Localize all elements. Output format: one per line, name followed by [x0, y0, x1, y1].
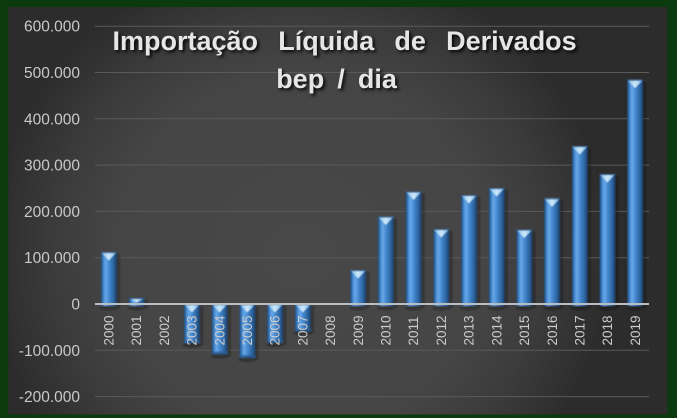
svg-text:2009: 2009 — [351, 315, 366, 345]
svg-text:2010: 2010 — [379, 315, 394, 345]
svg-text:2018: 2018 — [600, 315, 615, 345]
svg-text:2007: 2007 — [295, 315, 310, 345]
svg-text:200.000: 200.000 — [24, 204, 80, 221]
svg-text:2008: 2008 — [323, 315, 338, 345]
svg-text:2006: 2006 — [268, 315, 283, 345]
svg-text:2011: 2011 — [406, 316, 421, 345]
svg-text:-200.000: -200.000 — [19, 389, 81, 406]
svg-text:500.000: 500.000 — [24, 65, 80, 82]
svg-text:2004: 2004 — [212, 315, 227, 346]
svg-text:2013: 2013 — [462, 315, 477, 345]
svg-text:400.000: 400.000 — [24, 111, 80, 128]
svg-text:2001: 2001 — [129, 315, 144, 345]
svg-text:600.000: 600.000 — [24, 19, 80, 36]
svg-text:2016: 2016 — [545, 315, 560, 345]
svg-text:0: 0 — [71, 297, 80, 314]
svg-text:2017: 2017 — [573, 315, 588, 345]
svg-text:2002: 2002 — [157, 315, 172, 345]
svg-text:2015: 2015 — [517, 315, 532, 345]
svg-text:2012: 2012 — [434, 315, 449, 345]
svg-text:2003: 2003 — [185, 315, 200, 345]
svg-text:-100.000: -100.000 — [19, 343, 81, 360]
svg-text:100.000: 100.000 — [24, 250, 80, 267]
svg-text:2005: 2005 — [240, 315, 255, 345]
svg-text:2000: 2000 — [102, 315, 117, 345]
svg-text:2014: 2014 — [489, 315, 504, 346]
svg-text:300.000: 300.000 — [24, 158, 80, 175]
svg-text:2019: 2019 — [628, 315, 643, 345]
